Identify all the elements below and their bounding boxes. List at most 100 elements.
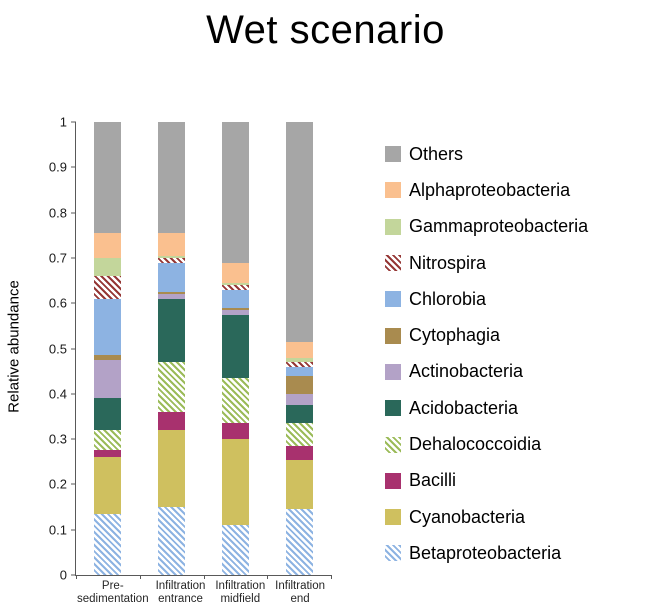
- bar-segment: [221, 439, 249, 526]
- bar-segment: [158, 411, 186, 431]
- legend-swatch: [385, 182, 401, 199]
- x-axis-label: Pre-sedimentation: [77, 580, 149, 605]
- y-tick-mark: [71, 121, 76, 123]
- bar-segment: [221, 307, 249, 311]
- x-tick-mark: [203, 575, 205, 579]
- stacked-bar: [221, 122, 249, 575]
- legend-item: Betaproteobacteria: [385, 535, 645, 571]
- plot-area: 0 0.1 0.2 0.3 0.4 0.5 0.6 0.7 0.8 0.9 1: [49, 115, 332, 583]
- legend: Others Alphaproteobacteria Gammaproteobact…: [385, 136, 645, 572]
- bar-segment: [158, 294, 186, 299]
- bar-segment: [221, 314, 249, 378]
- bar-segment: [158, 255, 186, 258]
- legend-swatch: [385, 218, 401, 235]
- legend-item: Actinobacteria: [385, 354, 645, 390]
- legend-label: Others: [409, 143, 464, 164]
- bar-segment: [285, 393, 313, 406]
- bar-segment: [285, 375, 313, 394]
- bar-segment: [221, 377, 249, 424]
- x-axis-label: Infiltration midfield: [215, 580, 266, 605]
- legend-swatch: [385, 400, 401, 417]
- legend-swatch: [385, 545, 401, 562]
- y-tick-mark: [71, 529, 76, 531]
- legend-label: Alphaproteobacteria: [409, 179, 571, 200]
- legend-item: Chlorobia: [385, 281, 645, 317]
- bar-segment: [285, 423, 313, 446]
- bar-segment: [285, 405, 313, 424]
- bar-segment: [285, 357, 313, 363]
- x-tick-mark: [139, 575, 141, 579]
- bar-segment: [158, 233, 186, 256]
- bar-segment: [221, 310, 249, 315]
- legend-swatch: [385, 509, 401, 526]
- chart-title: Wet scenario: [206, 8, 445, 52]
- stacked-bar: [158, 122, 186, 575]
- legend-label: Chlorobia: [409, 288, 487, 309]
- bar-segment: [221, 289, 249, 308]
- legend-swatch: [385, 291, 401, 308]
- legend-item: Alphaproteobacteria: [385, 172, 645, 208]
- y-axis-label: Relative abundance: [5, 280, 23, 413]
- bar-segment: [221, 525, 249, 575]
- bar-segment: [158, 122, 186, 234]
- y-tick-mark: [71, 483, 76, 485]
- bar-segment: [94, 513, 122, 575]
- y-tick-label: 0: [59, 567, 67, 583]
- x-tick-mark: [267, 575, 269, 579]
- legend-swatch: [385, 472, 401, 489]
- legend-swatch: [385, 327, 401, 344]
- legend-item: Cytophagia: [385, 317, 645, 353]
- legend-label: Cyanobacteria: [409, 506, 526, 527]
- bar-segment: [94, 430, 122, 451]
- stacked-bar: [94, 122, 122, 575]
- bar-cell: [76, 122, 140, 575]
- bar-segment: [94, 276, 122, 299]
- bar-cell: [267, 122, 331, 575]
- legend-item: Gammaproteobacteria: [385, 209, 645, 245]
- legend-swatch: [385, 255, 401, 272]
- y-tick-label: 0.7: [48, 250, 67, 266]
- y-tick-mark: [71, 257, 76, 259]
- y-tick-mark: [71, 438, 76, 440]
- x-tick-mark: [331, 575, 332, 579]
- bar-segment: [94, 398, 122, 431]
- x-axis-label: Infiltration end: [275, 580, 326, 605]
- y-tick-label: 0.9: [48, 159, 67, 175]
- bar-segment: [221, 122, 249, 263]
- bar-segment: [158, 291, 186, 295]
- bar-segment: [94, 257, 122, 277]
- y-tick-mark: [71, 574, 76, 576]
- y-tick-label: 0.1: [48, 522, 67, 538]
- y-tick-label: 0.8: [48, 205, 67, 221]
- bar-segment: [285, 362, 313, 367]
- legend-item: Cyanobacteria: [385, 499, 645, 535]
- y-tick-label: 1: [59, 114, 67, 130]
- bar-segment: [158, 262, 186, 292]
- legend-swatch: [385, 146, 401, 163]
- legend-label: Gammaproteobacteria: [409, 216, 589, 237]
- y-tick-label: 0.5: [48, 341, 67, 356]
- bar-segment: [94, 450, 122, 458]
- y-tick-label: 0.3: [48, 431, 67, 447]
- y-tick-mark: [71, 302, 76, 304]
- x-tick-mark: [76, 575, 77, 579]
- bar-segment: [285, 459, 313, 510]
- stacked-bar: [285, 122, 313, 575]
- legend-item: Acidobacteria: [385, 390, 645, 426]
- legend-swatch: [385, 363, 401, 380]
- bar-segment: [285, 341, 313, 358]
- bar-segment: [94, 359, 122, 399]
- bar-segment: [94, 298, 122, 356]
- x-axis-labels: Pre-sedimentation Infiltration entrance In…: [75, 580, 330, 606]
- bar-segment: [94, 457, 122, 514]
- bar-segment: [94, 355, 122, 360]
- bar-segment: [285, 366, 313, 376]
- y-tick-mark: [71, 348, 76, 349]
- bar-segment: [221, 285, 249, 290]
- bar-cell: [204, 122, 268, 575]
- legend-item: Others: [385, 136, 645, 172]
- y-tick-mark: [71, 166, 76, 168]
- y-tick-mark: [71, 393, 76, 395]
- legend-item: Bacilli: [385, 463, 645, 499]
